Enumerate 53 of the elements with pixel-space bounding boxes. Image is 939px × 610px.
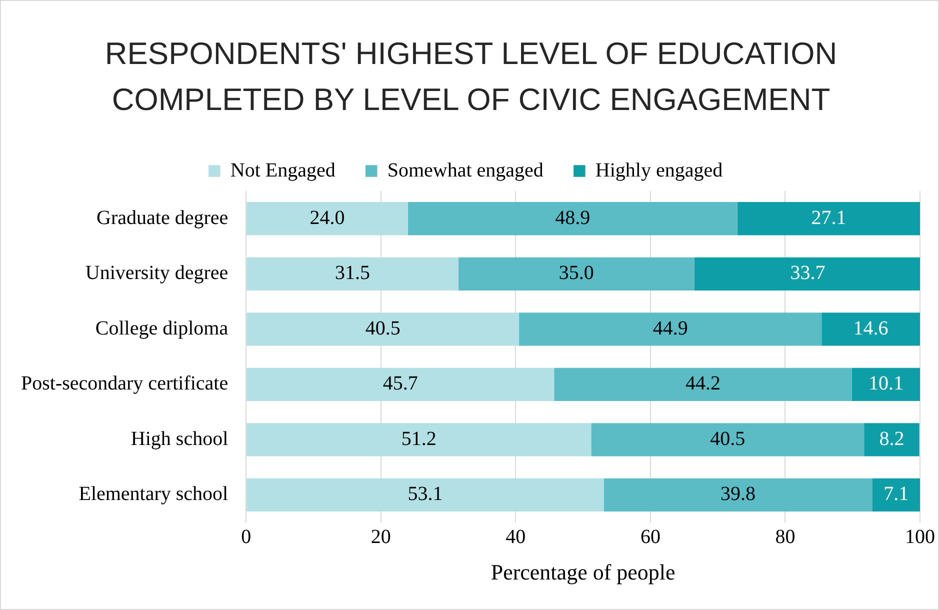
data-label: 14.6 [853, 317, 888, 340]
y-tick-label: Elementary school [78, 483, 229, 506]
data-label: 39.8 [720, 483, 756, 506]
bar [246, 257, 458, 290]
legend-label: Highly engaged [595, 159, 723, 182]
y-tick-label: High school [130, 428, 229, 450]
bar [852, 368, 920, 402]
data-label: 7.1 [884, 483, 909, 506]
bar [604, 478, 872, 512]
data-label: 27.1 [811, 206, 846, 229]
x-tick-label: 40 [506, 526, 526, 548]
data-label: 35.0 [558, 262, 594, 284]
data-label: 33.7 [790, 262, 826, 284]
bar [519, 312, 822, 346]
bar [246, 423, 592, 456]
bar [246, 368, 554, 402]
legend-label: Not Engaged [230, 159, 336, 182]
data-label: 40.5 [710, 428, 746, 450]
data-label: 45.7 [382, 372, 418, 395]
data-label: 31.5 [335, 262, 370, 284]
bar [864, 423, 920, 456]
y-tick-label: University degree [85, 262, 228, 284]
bar [246, 202, 408, 236]
y-tick-label: Post-secondary certificate [20, 372, 228, 395]
bar [694, 257, 920, 290]
x-axis-title: Percentage of people [490, 560, 676, 585]
bar [591, 423, 864, 456]
data-label: 48.9 [555, 206, 590, 229]
data-label: 53.1 [408, 483, 443, 506]
bar [872, 478, 920, 512]
data-label: 44.2 [686, 372, 721, 395]
data-label: 51.2 [401, 428, 436, 450]
bar [408, 202, 738, 236]
x-tick-label: 80 [775, 526, 796, 548]
x-tick-label: 60 [640, 526, 660, 548]
data-label: 24.0 [310, 206, 345, 229]
x-tick-label: 0 [241, 526, 252, 548]
bar [246, 312, 520, 346]
data-label: 44.9 [652, 317, 688, 340]
y-tick-label: College diploma [95, 317, 228, 340]
data-label: 10.1 [868, 372, 904, 395]
chart-title: RESPONDENTS' HIGHEST LEVEL OF EDUCATION COMPLETED BY LEVEL OF CIVIC ENGAGEMENT [104, 35, 838, 119]
y-tick-label: Graduate degree [96, 206, 228, 229]
bar [737, 202, 920, 236]
data-label: 40.5 [365, 317, 400, 340]
bar [554, 368, 852, 402]
bar [822, 312, 920, 346]
x-tick-label: 100 [905, 526, 935, 548]
bar [246, 478, 604, 512]
bar [458, 257, 694, 290]
x-tick-label: 20 [370, 526, 391, 548]
data-label: 8.2 [879, 428, 904, 450]
legend-label: Somewhat engaged [387, 159, 544, 182]
